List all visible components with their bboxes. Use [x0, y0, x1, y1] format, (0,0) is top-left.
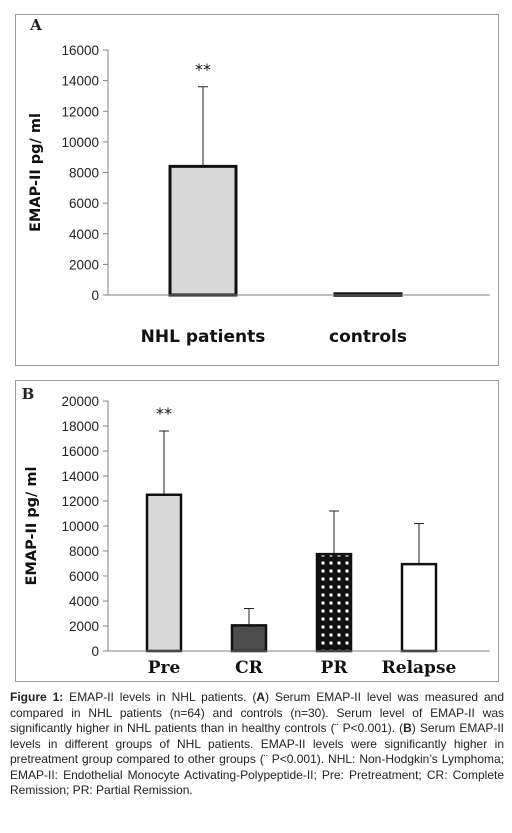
panel-label-a: A: [29, 16, 42, 34]
y-tick-label-b: 16000: [61, 444, 99, 459]
y-axis-title-b: EMAP-II pg/ ml: [24, 467, 40, 586]
bar-b-1: [230, 624, 268, 653]
y-tick-label-a: 12000: [61, 104, 99, 119]
caption-text-2: ) Serum EMAP-II level was measured and c…: [10, 690, 505, 735]
bar-b-3: [400, 562, 438, 653]
category-label-a: controls: [329, 327, 407, 347]
caption-text-1: EMAP-II levels in NHL patients. (: [63, 690, 257, 704]
category-label-a: NHL patients: [141, 327, 266, 347]
caption-text-3: ) Serum EMAP-II levels in different grou…: [10, 721, 504, 797]
category-label-b: Relapse: [382, 658, 457, 678]
panel-b-frame: [15, 380, 499, 682]
bar-b-2: [315, 552, 353, 653]
y-tick-label-b: 18000: [61, 419, 99, 434]
y-tick-label-b: 20000: [61, 394, 99, 409]
y-tick-label-b: 10000: [61, 519, 99, 534]
category-label-b: CR: [235, 658, 264, 678]
panel-label-b: B: [22, 385, 35, 403]
y-tick-label-b: 8000: [69, 544, 99, 559]
figure-charts: A 0 2000 4000 6000 8000 10000 12000 14000 16000 EM…: [22, 16, 490, 678]
bar-b-0: [145, 493, 183, 653]
significance-marker-a: **: [195, 60, 211, 79]
y-tick-label-a: 0: [91, 288, 99, 303]
y-tick-label-a: 4000: [69, 227, 99, 242]
y-tick-label-a: 14000: [61, 74, 99, 89]
y-tick-label-a: 10000: [61, 135, 99, 150]
significance-marker-b: **: [156, 404, 172, 423]
y-tick-label-b: 14000: [61, 469, 99, 484]
y-tick-label-a: 16000: [61, 43, 99, 58]
y-tick-label-b: 0: [91, 644, 99, 659]
category-label-b: Pre: [148, 658, 181, 678]
y-tick-label-a: 6000: [69, 196, 99, 211]
y-tick-label-a: 2000: [69, 257, 99, 272]
bar-a-0: [168, 164, 238, 297]
y-tick-label-a: 8000: [69, 166, 99, 181]
y-axis-title-a: EMAP-II pg/ ml: [28, 113, 44, 232]
caption-ref-a: A: [256, 690, 266, 704]
y-tick-label-b: 6000: [69, 569, 99, 584]
y-tick-label-b: 4000: [69, 594, 99, 609]
caption-ref-b: B: [403, 721, 412, 735]
caption-label: Figure 1:: [10, 690, 64, 704]
y-tick-label-b: 12000: [61, 494, 99, 509]
panel-a-frame: [15, 14, 499, 366]
category-label-b: PR: [321, 658, 349, 678]
y-tick-label-b: 2000: [69, 619, 99, 634]
figure-caption: Figure 1: EMAP-II levels in NHL patients…: [10, 690, 504, 799]
